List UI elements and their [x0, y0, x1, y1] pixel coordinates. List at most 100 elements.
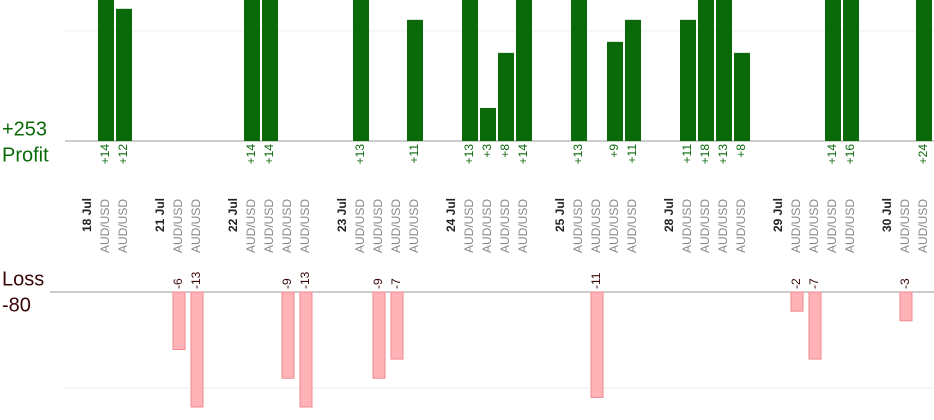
date-label: 28 Jul [662, 198, 676, 232]
profit-label: +14 [516, 144, 530, 165]
pair-label: AUD/USD [680, 199, 694, 253]
date-label: 22 Jul [226, 198, 240, 232]
loss-bar [790, 291, 804, 312]
pair-label: AUD/USD [171, 199, 185, 253]
pair-label: AUD/USD [516, 199, 530, 253]
profit-label: +9 [607, 144, 621, 158]
date-label: 23 Jul [335, 198, 349, 232]
profit-label: +11 [680, 144, 694, 164]
pair-label: AUD/USD [262, 199, 276, 253]
profit-bar [916, 0, 932, 141]
profit-bar [607, 41, 623, 141]
pair-label: AUD/USD [843, 199, 857, 253]
profit-label: +14 [825, 144, 839, 165]
profit-bar [625, 19, 641, 141]
profit-label: +14 [262, 144, 276, 165]
date-label: 18 Jul [80, 198, 94, 232]
profit-bar [262, 0, 278, 141]
loss-label: -2 [789, 278, 803, 289]
pair-label: AUD/USD [571, 199, 585, 253]
pair-label: AUD/USD [789, 199, 803, 253]
pair-label: AUD/USD [189, 199, 203, 253]
profit-label: +8 [734, 144, 748, 158]
pair-label: AUD/USD [244, 199, 258, 253]
loss-title: Loss [2, 268, 44, 290]
date-label: 21 Jul [153, 198, 167, 232]
pair-label: AUD/USD [898, 199, 912, 253]
pair-label: AUD/USD [462, 199, 476, 253]
pair-label: AUD/USD [498, 199, 512, 253]
pair-label: AUD/USD [480, 199, 494, 253]
loss-bar [190, 291, 204, 408]
profit-label: +11 [407, 144, 421, 164]
pair-label: AUD/USD [807, 199, 821, 253]
loss-label: -7 [389, 278, 403, 289]
profit-label: +12 [116, 144, 130, 165]
loss-label: -7 [807, 278, 821, 289]
loss-label: -13 [189, 271, 203, 289]
profit-label: +14 [98, 144, 112, 165]
profit-bar [825, 0, 841, 141]
profit-label: +14 [244, 144, 258, 165]
pair-label: AUD/USD [280, 199, 294, 253]
pair-label: AUD/USD [916, 199, 930, 253]
profit-label: +13 [571, 144, 585, 165]
profit-bar [116, 8, 132, 141]
loss-label: -9 [280, 278, 294, 289]
loss-label: -11 [589, 272, 603, 289]
pair-label: AUD/USD [698, 199, 712, 253]
profit-bar [244, 0, 260, 141]
loss-bar [390, 291, 404, 360]
profit-title: Profit [2, 144, 49, 166]
loss-bar [808, 291, 822, 360]
profit-bar [498, 52, 514, 141]
loss-bar [299, 291, 313, 408]
loss-label: -3 [898, 278, 912, 289]
pair-label: AUD/USD [825, 199, 839, 253]
loss-bar [590, 291, 604, 398]
profit-bar [734, 52, 750, 141]
pair-label: AUD/USD [389, 199, 403, 253]
profit-total: +253 [2, 118, 47, 140]
pair-label: AUD/USD [298, 199, 312, 253]
profit-label: +3 [480, 144, 494, 158]
date-label: 25 Jul [553, 198, 567, 232]
loss-total: -80 [2, 294, 31, 316]
loss-label: -6 [171, 278, 185, 289]
pair-label: AUD/USD [371, 199, 385, 253]
date-label: 29 Jul [771, 198, 785, 232]
profit-label: +8 [498, 144, 512, 158]
profit-bar [680, 19, 696, 141]
profit-label: +13 [716, 144, 730, 165]
profit-bar [462, 0, 478, 141]
profit-bar [516, 0, 532, 141]
profit-bar [407, 19, 423, 141]
profit-label: +18 [698, 144, 712, 165]
profit-label: +13 [462, 144, 476, 165]
profit-label: +11 [625, 144, 639, 164]
profit-bar [698, 0, 714, 141]
profit-bar [98, 0, 114, 141]
date-label: 24 Jul [444, 198, 458, 232]
profit-bar [716, 0, 732, 141]
pair-label: AUD/USD [407, 199, 421, 253]
loss-bar [172, 291, 186, 350]
profit-bar [480, 107, 496, 141]
profit-bar [571, 0, 587, 141]
profit-label: +13 [353, 144, 367, 165]
loss-label: -13 [298, 271, 312, 289]
pair-label: AUD/USD [607, 199, 621, 253]
loss-bar [899, 291, 913, 322]
date-label: 30 Jul [880, 198, 894, 232]
loss-bar [281, 291, 295, 379]
loss-label: -9 [371, 278, 385, 289]
pair-label: AUD/USD [589, 199, 603, 253]
pair-label: AUD/USD [353, 199, 367, 253]
loss-bar [372, 291, 386, 379]
profit-label: +24 [916, 144, 930, 165]
pair-label: AUD/USD [625, 199, 639, 253]
pair-label: AUD/USD [98, 199, 112, 253]
profit-bar [353, 0, 369, 141]
profit-bar [843, 0, 859, 141]
